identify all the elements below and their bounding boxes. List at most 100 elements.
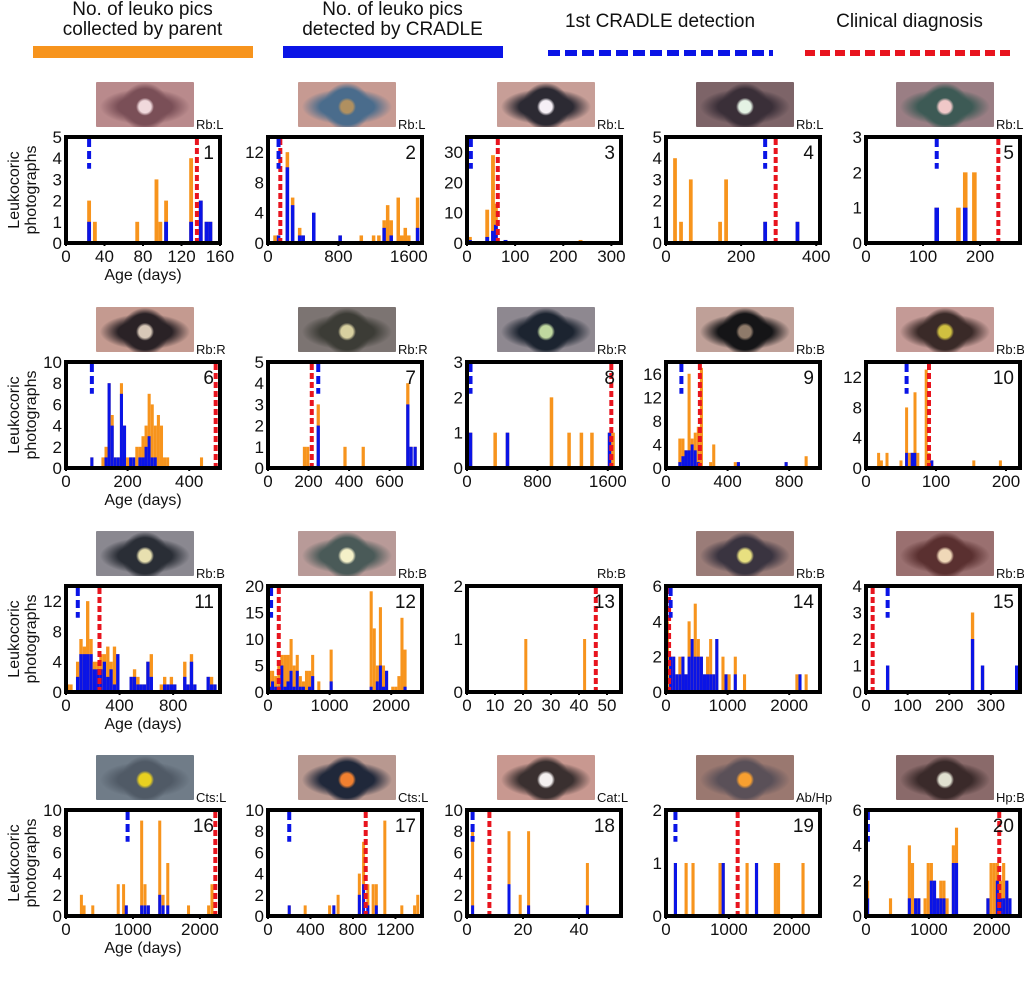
eye-photo xyxy=(497,755,595,800)
y-tick-label: 8 xyxy=(53,374,62,393)
bar-cradle xyxy=(690,444,694,468)
y-tick-label: 10 xyxy=(444,801,463,820)
diagnosis-label: Rb:B xyxy=(196,566,225,581)
bar-parent xyxy=(91,905,95,916)
bar-cradle xyxy=(132,457,136,468)
bar-cradle xyxy=(87,221,92,243)
bar-parent xyxy=(962,172,968,243)
eye-photo xyxy=(896,755,994,800)
y-tick-label: 20 xyxy=(444,173,463,192)
eye-photo xyxy=(896,531,994,576)
x-tick-label: 400 xyxy=(713,472,741,491)
bar-cradle xyxy=(724,674,728,692)
x-tick-label: 400 xyxy=(105,696,133,715)
y-tick-label: 2 xyxy=(653,801,662,820)
x-tick-label: 10 xyxy=(486,696,505,715)
y-tick-label: 4 xyxy=(53,417,62,436)
bar-parent xyxy=(140,820,144,916)
bar-cradle xyxy=(681,656,685,692)
y-tick-label: 0 xyxy=(454,459,463,478)
bar-cradle xyxy=(690,639,694,692)
bar-cradle xyxy=(292,686,296,692)
y-tick-label: 3 xyxy=(853,604,862,623)
chart-panel-2: 0 800 1600 0 4 8 12 2 xyxy=(245,135,428,266)
diagnosis-label: Rb:B xyxy=(796,342,825,357)
legend-label: collected by parent xyxy=(62,19,223,40)
bar-parent xyxy=(153,425,157,468)
diagnosis-label: Rb:L xyxy=(398,117,426,132)
bar-cradle xyxy=(150,457,154,468)
bar-parent xyxy=(687,373,691,468)
y-tick-label: 0 xyxy=(255,234,264,253)
bar-cradle xyxy=(357,894,361,916)
eye-photo xyxy=(298,307,396,352)
diagnosis-label: Rb:B xyxy=(597,566,626,581)
bar-cradle xyxy=(90,457,94,468)
y-tick-label: 4 xyxy=(53,653,62,672)
plot-frame xyxy=(266,808,424,918)
bar-parent xyxy=(699,367,703,468)
bar-cradle xyxy=(369,686,373,692)
bar-cradle xyxy=(936,898,940,916)
eye-photo xyxy=(896,307,994,352)
plot-frame xyxy=(864,808,1022,918)
bar-parent xyxy=(166,863,170,916)
legend-swatch-first-detection xyxy=(547,50,773,56)
bar-parent xyxy=(359,235,364,243)
y-tick-label: 4 xyxy=(53,865,62,884)
panel-number: 19 xyxy=(793,816,814,837)
y-tick-label: 0 xyxy=(853,907,862,926)
x-tick-label: 0 xyxy=(61,696,70,715)
bar-cradle xyxy=(527,905,531,916)
y-tick-label: 8 xyxy=(255,173,264,192)
bar-parent xyxy=(144,425,148,468)
y-axis-label-line: Leukocoric xyxy=(6,376,23,454)
bar-cradle xyxy=(141,457,145,468)
bar-cradle xyxy=(75,676,80,692)
y-tick-label: 0 xyxy=(53,683,62,702)
x-axis-label: Age (days) xyxy=(104,267,182,284)
bar-parent xyxy=(79,894,83,916)
diagnosis-label: Hp:B xyxy=(996,790,1024,805)
x-tick-label: 40 xyxy=(570,696,589,715)
plot-frame xyxy=(64,360,222,470)
bar-parent xyxy=(302,446,307,468)
bar-cradle xyxy=(290,205,295,243)
bar-cradle xyxy=(942,898,946,916)
bar-cradle xyxy=(415,227,420,243)
bar-parent xyxy=(926,863,930,916)
chart-panel-17: 0 400 800 1200 0 2 4 6 8 10 17 xyxy=(245,801,424,939)
y-tick-label: 4 xyxy=(53,149,62,168)
bar-parent xyxy=(998,460,1002,468)
x-tick-label: 1000 xyxy=(710,920,748,939)
bar-cradle xyxy=(124,905,128,916)
bar-cradle xyxy=(939,898,943,916)
y-tick-label: 2 xyxy=(53,438,62,457)
bar-parent xyxy=(161,894,165,916)
bar-parent xyxy=(403,227,408,243)
x-tick-label: 0 xyxy=(462,696,471,715)
bar-parent xyxy=(135,446,139,468)
bar-parent xyxy=(413,905,417,916)
x-tick-label: 2000 xyxy=(181,920,219,939)
bar-cradle xyxy=(149,676,153,692)
x-tick-label: 200 xyxy=(549,247,577,266)
y-tick-label: 16 xyxy=(643,365,662,384)
eye-photo xyxy=(896,82,994,127)
legend-swatch-clinical-diagnosis xyxy=(804,50,1015,56)
x-tick-label: 800 xyxy=(339,920,367,939)
bar-cradle xyxy=(471,905,475,916)
chart-panel-13: 0 10 20 30 40 50 0 1 2 13 xyxy=(454,577,623,715)
chart-panel-12: 0 1000 2000 0 5 10 15 20 12 xyxy=(245,577,424,715)
y-axis-label-line: photographs xyxy=(23,594,40,684)
bar-cradle xyxy=(146,905,150,916)
y-tick-label: 6 xyxy=(53,395,62,414)
bar-parent xyxy=(163,676,167,692)
diagnosis-label: Cts:L xyxy=(398,790,429,805)
bar-parent xyxy=(357,873,361,916)
bar-parent xyxy=(773,863,777,916)
bar-parent xyxy=(745,863,749,916)
bar-parent xyxy=(945,898,949,916)
eye-photo xyxy=(298,531,396,576)
y-tick-label: 8 xyxy=(653,412,662,431)
